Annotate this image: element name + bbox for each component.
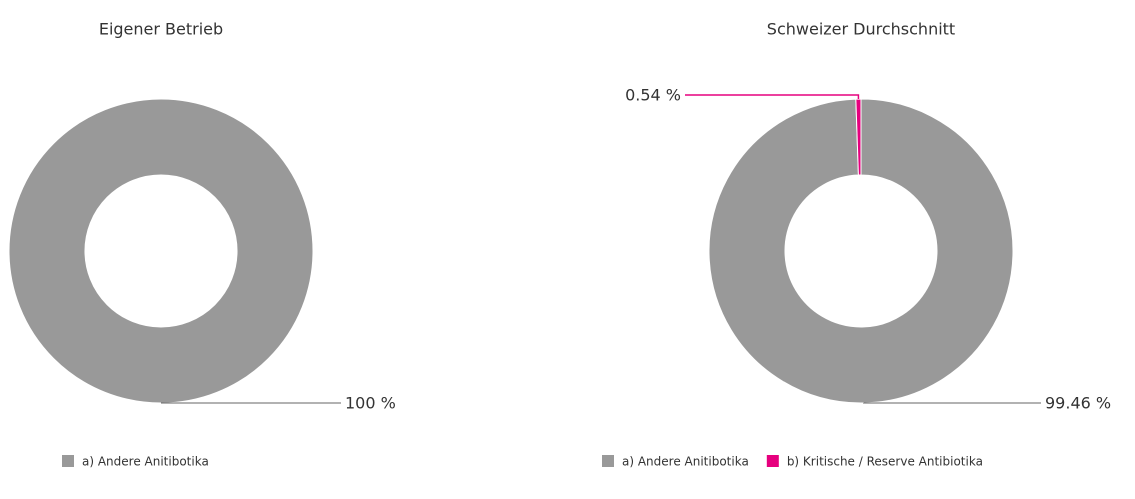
leader-line xyxy=(685,94,860,100)
donut-slice xyxy=(8,98,314,404)
data-label: 100 % xyxy=(345,394,396,413)
data-label: 99.46 % xyxy=(1045,394,1111,413)
data-label: 0.54 % xyxy=(625,86,681,105)
donut-slice xyxy=(855,98,862,176)
legend-swatch xyxy=(602,455,614,467)
legend-label: a) Andere Anitibotika xyxy=(82,455,209,469)
donut-slice xyxy=(708,98,1014,404)
legend-swatch xyxy=(766,455,779,467)
legend-swatch xyxy=(62,455,74,467)
legend-label: a) Andere Anitibotika xyxy=(622,455,749,469)
chart-title: Eigener Betrieb xyxy=(99,20,223,39)
legend-label: b) Kritische / Reserve Antibiotika xyxy=(787,455,983,469)
chart-title: Schweizer Durchschnitt xyxy=(767,20,955,39)
